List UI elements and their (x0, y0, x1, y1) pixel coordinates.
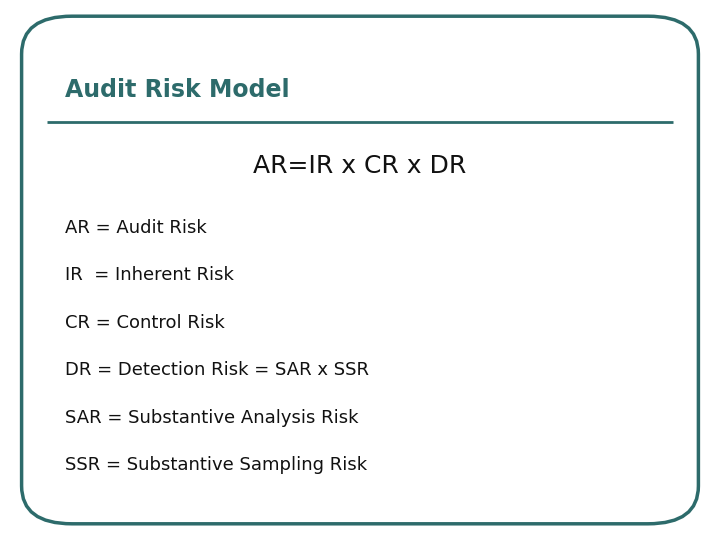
Text: SAR = Substantive Analysis Risk: SAR = Substantive Analysis Risk (65, 409, 359, 427)
Text: CR = Control Risk: CR = Control Risk (65, 314, 225, 332)
Text: SSR = Substantive Sampling Risk: SSR = Substantive Sampling Risk (65, 456, 367, 474)
Text: Audit Risk Model: Audit Risk Model (65, 78, 289, 102)
Text: DR = Detection Risk = SAR x SSR: DR = Detection Risk = SAR x SSR (65, 361, 369, 379)
FancyBboxPatch shape (22, 16, 698, 524)
Text: AR = Audit Risk: AR = Audit Risk (65, 219, 207, 237)
Text: AR=IR x CR x DR: AR=IR x CR x DR (253, 154, 467, 178)
Text: IR  = Inherent Risk: IR = Inherent Risk (65, 266, 234, 284)
